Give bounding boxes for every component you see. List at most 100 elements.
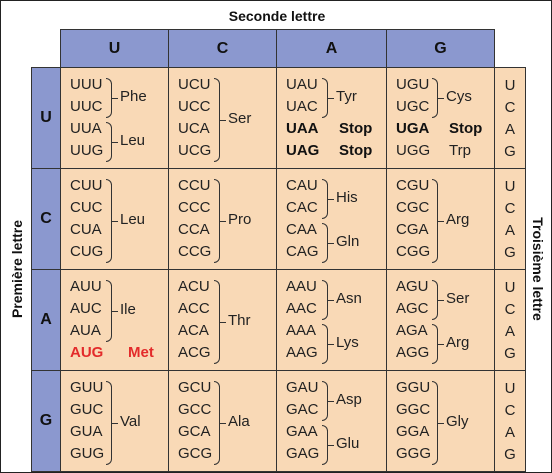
codon: AGA xyxy=(396,322,428,339)
codon-row: UAU xyxy=(286,75,382,95)
codon-row: UCU xyxy=(178,75,272,95)
codon-row: UAC xyxy=(286,97,382,117)
first-letter-title: Première lettre xyxy=(9,219,25,319)
codon-row: UGU xyxy=(396,75,490,95)
second-letter-header-a: A xyxy=(276,29,387,68)
codon-row: CGG xyxy=(396,242,490,262)
grouping-brace xyxy=(432,324,444,364)
codon-list: AAU AAC AAA AAG xyxy=(286,276,382,364)
codon-row: AUG Met xyxy=(70,343,164,363)
codon-row: UGC xyxy=(396,97,490,117)
codon: UUA xyxy=(70,120,102,137)
amino-acid-label: Asp xyxy=(336,391,362,408)
codon: GGA xyxy=(396,423,430,440)
codon-list: CAU CAC CAA CAG xyxy=(286,175,382,263)
codon: CAA xyxy=(286,221,317,238)
codon-row: CCG xyxy=(178,242,272,262)
codon: CCA xyxy=(178,221,210,238)
codon: UAU xyxy=(286,76,318,93)
codon-row: ACU xyxy=(178,277,272,297)
codon-row: ACC xyxy=(178,299,272,319)
codon-row: GGU xyxy=(396,378,490,398)
codon-list: CCU CCC CCA CCG xyxy=(178,175,272,263)
codon-cell-cu: CUU CUC CUA CUG Leu xyxy=(60,168,169,270)
amino-acid-label: Stop xyxy=(339,120,373,137)
codon: UAA xyxy=(286,120,319,137)
codon: CCU xyxy=(178,177,211,194)
third-letter: A xyxy=(504,423,515,441)
amino-acid-label: Arg xyxy=(446,211,470,228)
amino-acid-label: Leu xyxy=(120,132,146,149)
codon: UCG xyxy=(178,142,212,159)
grouping-brace xyxy=(106,179,118,263)
codon: AGU xyxy=(396,278,429,295)
codon: CGA xyxy=(396,221,429,238)
amino-acid-label: His xyxy=(336,189,358,206)
amino-acid-label: Gln xyxy=(336,233,360,250)
codon: CGG xyxy=(396,243,431,260)
codon-row: CCA xyxy=(178,220,272,240)
codon-row: CUG xyxy=(70,242,164,262)
codon-row: GUA xyxy=(70,422,164,442)
codon-cell-uc: UCU UCC UCA UCG Ser xyxy=(168,67,277,169)
codon-row: GUC xyxy=(70,400,164,420)
codon-row: AUU xyxy=(70,277,164,297)
codon-list: UUU UUC UUA UUG xyxy=(70,74,164,162)
third-letter: G xyxy=(504,142,516,160)
codon-cell-au: AUU AUC AUA AUG Met Ile xyxy=(60,269,169,371)
third-letter: U xyxy=(504,379,516,397)
codon-row: CAC xyxy=(286,198,382,218)
codon-row: GGA xyxy=(396,422,490,442)
codon-row: AUA xyxy=(70,321,164,341)
second-letter-header-g: G xyxy=(386,29,495,68)
second-letter-title: Seconde lettre xyxy=(228,8,326,24)
codon-cell-gu: GUU GUC GUA GUG Val xyxy=(60,370,169,472)
grouping-brace xyxy=(322,280,334,320)
amino-acid-label: Ser xyxy=(446,290,470,307)
codon-row: UCC xyxy=(178,97,272,117)
codon: CAG xyxy=(286,243,319,260)
codon-cell-ug: UGU UGC UGA Stop UGG Trp Cys xyxy=(386,67,495,169)
codon-cell-ca: CAU CAC CAA CAG His Gln xyxy=(276,168,387,270)
codon-list: GCU GCC GCA GCG xyxy=(178,377,272,465)
codon-row: AUC xyxy=(70,299,164,319)
amino-acid-label: Ile xyxy=(120,301,136,318)
codon: UUG xyxy=(70,142,104,159)
codon-row: CAU xyxy=(286,176,382,196)
grouping-brace xyxy=(322,324,334,364)
grouping-brace xyxy=(322,223,334,263)
codon: GUA xyxy=(70,423,103,440)
codon: UGA xyxy=(396,120,430,137)
third-letter: C xyxy=(504,98,516,116)
codon-row: GUU xyxy=(70,378,164,398)
codon: UGG xyxy=(396,142,431,159)
codon-list: CGU CGC CGA CGG xyxy=(396,175,490,263)
codon: AUA xyxy=(70,322,101,339)
corner-blank xyxy=(31,29,61,68)
amino-acid-label: Ser xyxy=(228,110,252,127)
codon-cell-cg: CGU CGC CGA CGG Arg xyxy=(386,168,495,270)
codon: ACU xyxy=(178,278,210,295)
codon-row: ACG xyxy=(178,343,272,363)
grouping-brace xyxy=(432,280,444,320)
codon-list: GAU GAC GAA GAG xyxy=(286,377,382,465)
codon: GUU xyxy=(70,379,104,396)
amino-acid-label: Arg xyxy=(446,334,470,351)
grouping-brace xyxy=(432,381,444,465)
grouping-brace xyxy=(106,280,118,342)
third-letter: C xyxy=(504,300,516,318)
codon-row: GCA xyxy=(178,422,272,442)
codon: GUG xyxy=(70,445,105,462)
codon: GGU xyxy=(396,379,431,396)
third-letter: G xyxy=(504,243,516,261)
codon: GGC xyxy=(396,401,431,418)
codon: AGG xyxy=(396,344,430,361)
amino-acid-label: Pro xyxy=(228,211,252,228)
codon-cell-ac: ACU ACC ACA ACG Thr xyxy=(168,269,277,371)
codon-row: GAA xyxy=(286,422,382,442)
amino-acid-label: Gly xyxy=(446,413,469,430)
codon-row: UGG Trp xyxy=(396,141,490,161)
codon: GUC xyxy=(70,401,104,418)
